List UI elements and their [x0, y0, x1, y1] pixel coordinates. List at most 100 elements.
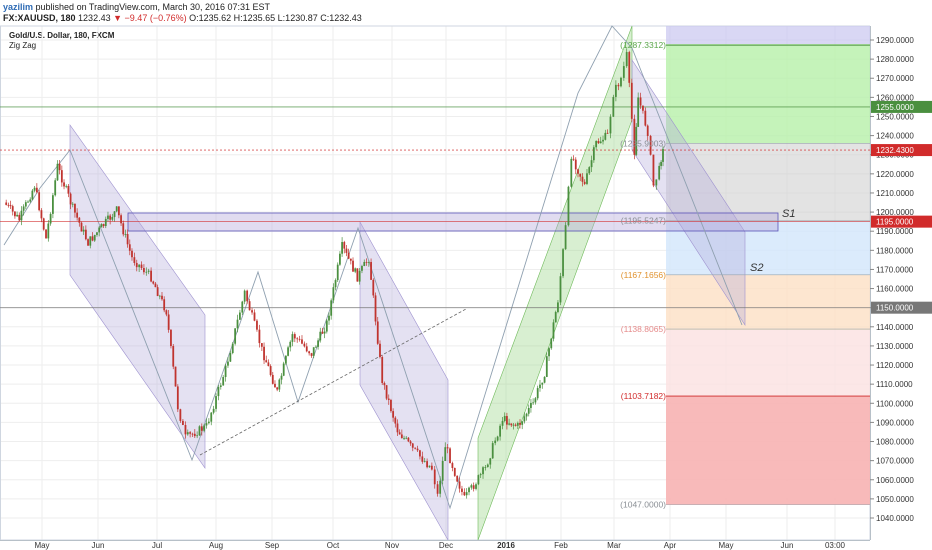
fib-zone-orange — [666, 275, 870, 330]
candle-body-53 — [122, 223, 125, 235]
candle-body-93 — [215, 396, 217, 409]
candle-body-4 — [14, 211, 16, 217]
candle-body-17 — [42, 218, 45, 230]
candle-body-121 — [280, 375, 283, 380]
y-tick-label-25: 1290.0000 — [876, 36, 914, 45]
candle-body-123 — [284, 355, 287, 364]
x-tick-label-9: Feb — [554, 541, 568, 550]
candle-body-111 — [258, 329, 261, 344]
candle-body-83 — [191, 433, 194, 435]
candle-body-7 — [20, 210, 23, 221]
candle-body-192 — [441, 460, 444, 481]
candle-body-102 — [236, 319, 239, 329]
candle-body-146 — [336, 264, 339, 281]
candle-body-242 — [557, 302, 559, 313]
candle-body-57 — [131, 250, 133, 258]
candle-body-49 — [113, 211, 116, 218]
candle-body-124 — [287, 347, 289, 356]
candle-body-127 — [293, 334, 296, 339]
candle-body-166 — [381, 357, 384, 384]
candle-body-59 — [135, 262, 138, 268]
candle-body-14 — [35, 187, 38, 193]
y-tick-label-1: 1050.0000 — [876, 495, 914, 504]
candle-body-240 — [552, 322, 555, 339]
symbol-label: FX:XAUUSD, 180 — [3, 13, 76, 23]
candle-body-120 — [278, 379, 281, 390]
candle-body-140 — [323, 331, 326, 334]
candle-body-1 — [7, 204, 10, 206]
candle-body-117 — [271, 374, 274, 384]
candle-body-64 — [147, 270, 150, 272]
candle-body-37 — [87, 239, 89, 246]
y-tick-label-9: 1130.0000 — [876, 342, 914, 351]
candle-body-267 — [617, 84, 620, 87]
candle-body-163 — [374, 295, 377, 322]
candle-body-90 — [207, 421, 210, 424]
candle-body-201 — [463, 491, 466, 496]
published-text: published on TradingView.com, March 30, … — [35, 2, 271, 12]
candle-body-190 — [436, 484, 439, 494]
zigzag-indicator-label[interactable]: Zig Zag — [9, 41, 37, 50]
candle-body-204 — [470, 485, 473, 488]
candle-body-71 — [163, 299, 166, 311]
candle-body-164 — [376, 321, 379, 344]
candle-body-212 — [489, 458, 492, 465]
candle-body-36 — [84, 229, 87, 240]
candle-body-281 — [652, 154, 655, 186]
fib-label-3: (1167.1656) — [621, 270, 666, 280]
candle-body-155 — [356, 268, 359, 282]
candle-body-232 — [534, 398, 537, 403]
candle-body-112 — [260, 343, 263, 347]
candle-body-8 — [22, 206, 25, 211]
fib-zone-pink — [666, 330, 870, 397]
price-axis[interactable]: 1040.0000 1050.0000 1060.0000 1070.0000 1080… — [870, 0, 932, 550]
chart-legend-title: Gold/U.S. Dollar, 180, FXCM — [9, 31, 115, 40]
candle-body-72 — [165, 310, 168, 315]
candle-body-236 — [543, 376, 546, 383]
candle-body-270 — [625, 52, 628, 67]
time-axis[interactable]: May Jun Jul Aug Sep Oct Nov Dec 2016 Feb Mar Apr May… — [0, 540, 870, 550]
y-tick-label-5: 1090.0000 — [876, 418, 914, 427]
candle-body-98 — [227, 361, 229, 366]
candle-body-170 — [390, 399, 392, 412]
candle-body-95 — [219, 385, 222, 387]
candle-body-278 — [644, 110, 647, 126]
annotation-s1[interactable]: S1 — [782, 208, 795, 220]
candle-body-238 — [548, 348, 550, 357]
candle-body-41 — [96, 232, 98, 235]
candle-body-143 — [330, 300, 333, 316]
candle-body-276 — [639, 97, 642, 106]
username-link[interactable]: yazilim — [3, 2, 34, 12]
price-tag-bg-1 — [871, 144, 932, 157]
candle-body-128 — [296, 338, 299, 340]
candle-body-133 — [308, 351, 311, 354]
candle-body-141 — [325, 320, 328, 332]
candle-body-162 — [372, 279, 375, 296]
x-tick-label-3: Aug — [209, 541, 223, 550]
candle-body-217 — [501, 420, 504, 426]
candle-body-169 — [387, 398, 390, 400]
annotation-s2[interactable]: S2 — [750, 262, 763, 274]
price-tag-bg-0 — [871, 100, 932, 113]
candle-body-87 — [200, 426, 203, 431]
candle-body-156 — [358, 270, 361, 282]
candle-body-89 — [205, 423, 208, 426]
candle-body-271 — [628, 52, 631, 83]
candle-body-261 — [602, 139, 604, 142]
candle-body-268 — [620, 77, 622, 87]
fib-zones — [666, 26, 870, 505]
candle-body-147 — [339, 253, 341, 265]
candle-body-256 — [590, 160, 593, 168]
candle-body-148 — [341, 242, 343, 254]
candle-body-61 — [140, 264, 143, 269]
candle-body-233 — [536, 388, 539, 399]
y-tick-label-6: 1100.0000 — [876, 399, 914, 408]
candle-body-252 — [581, 176, 584, 182]
channel-down-may-jul — [69, 124, 206, 469]
candle-body-81 — [186, 432, 189, 435]
candle-body-259 — [597, 140, 600, 144]
candle-body-84 — [193, 433, 196, 437]
candle-body-23 — [56, 163, 59, 181]
candle-body-221 — [510, 423, 513, 426]
